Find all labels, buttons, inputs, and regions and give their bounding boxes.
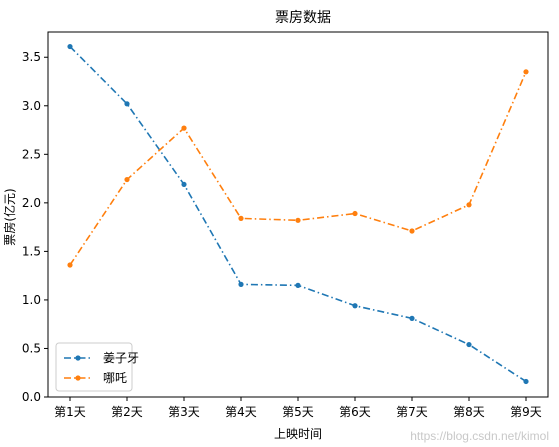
data-point [238,215,244,221]
y-axis: 0.0 0.5 1.0 1.5 2.0 2.5 3.0 3.5 [22,50,48,404]
data-point [295,282,301,288]
x-tick-label: 第5天 [282,405,314,419]
legend-label: 姜子牙 [103,351,139,365]
data-point [466,341,472,348]
y-tick-label: 3.5 [22,50,41,64]
x-axis: 第1天 第2天 第3天 第4天 第5天 第6天 第7天 第8天 第9天 [54,397,542,419]
watermark-text: https://blog.csdn.net/kimol [410,429,549,443]
data-point [181,181,187,188]
data-point [181,125,187,131]
x-tick-label: 第9天 [510,405,542,419]
data-point [466,202,472,208]
x-tick-label: 第2天 [111,405,143,419]
y-tick-label: 0.5 [22,341,41,355]
x-axis-label: 上映时间 [274,427,322,441]
x-tick-label: 第8天 [453,405,485,419]
data-point [67,43,73,50]
y-tick-label: 3.0 [22,99,41,113]
legend-box [55,342,133,392]
y-tick-label: 2.5 [22,147,41,161]
x-tick-label: 第3天 [168,405,200,419]
data-point [295,217,301,223]
x-tick-label: 第7天 [396,405,428,419]
data-point [409,315,415,321]
data-point [67,262,73,268]
y-tick-label: 0.0 [22,390,41,404]
y-tick-label: 1.0 [22,293,41,307]
x-tick-label: 第4天 [225,405,257,419]
data-point [409,228,415,234]
y-tick-label: 1.5 [22,244,41,258]
x-tick-label: 第6天 [339,405,371,419]
series-layer [67,43,529,385]
data-point [124,176,130,183]
legend-marker [75,375,81,381]
legend-marker [75,355,81,361]
data-point [352,303,358,309]
legend-label: 哪吒 [103,371,127,385]
data-point [124,101,130,107]
x-tick-label: 第1天 [54,405,86,419]
y-axis-label: 票房(亿元) [2,188,17,245]
data-point [523,378,529,385]
data-point [352,210,358,217]
data-point [238,281,244,287]
y-tick-label: 2.0 [22,196,41,210]
chart-title: 票房数据 [275,10,331,26]
data-point [523,69,529,75]
plot-area [47,31,549,398]
